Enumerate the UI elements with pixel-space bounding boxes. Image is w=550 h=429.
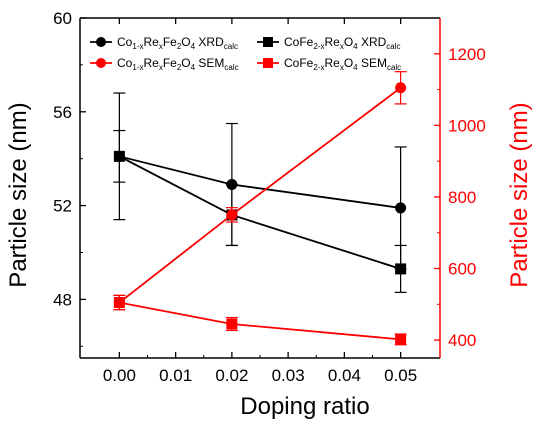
x-tick-label: 0.03 [272,366,305,385]
y-left-tick-label: 56 [53,103,72,122]
x-axis-title: Doping ratio [240,393,369,420]
y-right-tick-label: 1200 [448,45,486,64]
data-point-square [226,318,238,330]
data-point-square [113,297,125,309]
x-tick-label: 0.04 [328,366,361,385]
y-axis-title-left: Particle size (nm) [5,102,32,287]
series-4 [113,294,407,346]
data-point-circle [395,82,407,94]
legend-marker-square [263,58,273,68]
series-line [118,87,402,304]
y-right-tick-label: 1000 [448,116,486,135]
data-point-circle [395,202,407,214]
x-tick-label: 0.02 [215,366,248,385]
legend: Co1-xRexFe2O4 XRDcalc CoFe2-xRexO4 XRDcal… [90,35,401,72]
legend-label: CoFe2-xRexO4 SEMcalc [284,56,401,72]
series-2 [113,129,407,293]
data-point-square [113,150,125,162]
series-line [118,155,401,270]
data-point-circle [226,209,238,221]
legend-label: CoFe2-xRexO4 XRDcalc [284,35,401,51]
series-layer [113,71,407,346]
series-3 [113,71,407,311]
x-tick-label: 0.01 [159,366,192,385]
y-right-tick-label: 400 [448,331,476,350]
x-tick-label: 0.05 [384,366,417,385]
legend-label: Co1-xRexFe2O4 SEMcalc [117,56,239,72]
series-line [119,155,401,209]
y-left-tick-label: 48 [53,290,72,309]
axes [79,17,441,359]
legend-marker-circle [96,37,106,47]
legend-marker-circle [96,58,106,68]
legend-item-3: Co1-xRexFe2O4 SEMcalc [90,56,239,72]
data-point-square [395,263,407,275]
data-point-square [395,333,407,345]
y-left-tick-label: 60 [53,9,72,28]
legend-marker-square [263,37,273,47]
y-right-tick-label: 600 [448,260,476,279]
x-tick-label: 0.00 [103,366,136,385]
legend-item-2: CoFe2-xRexO4 XRDcalc [257,35,401,51]
series-1 [113,92,407,270]
legend-label: Co1-xRexFe2O4 XRDcalc [117,35,238,51]
y-right-tick-label: 800 [448,188,476,207]
y-left-tick-label: 52 [53,197,72,216]
ticks: 0.00 0.01 0.02 0.03 0.04 0.05 48 52 56 60 400 600 80… [53,9,486,385]
legend-item-1: Co1-xRexFe2O4 XRDcalc [90,35,238,51]
y-axis-title-right: Particle size (nm) [506,102,533,287]
series-line [119,301,401,341]
legend-item-4: CoFe2-xRexO4 SEMcalc [257,56,401,72]
